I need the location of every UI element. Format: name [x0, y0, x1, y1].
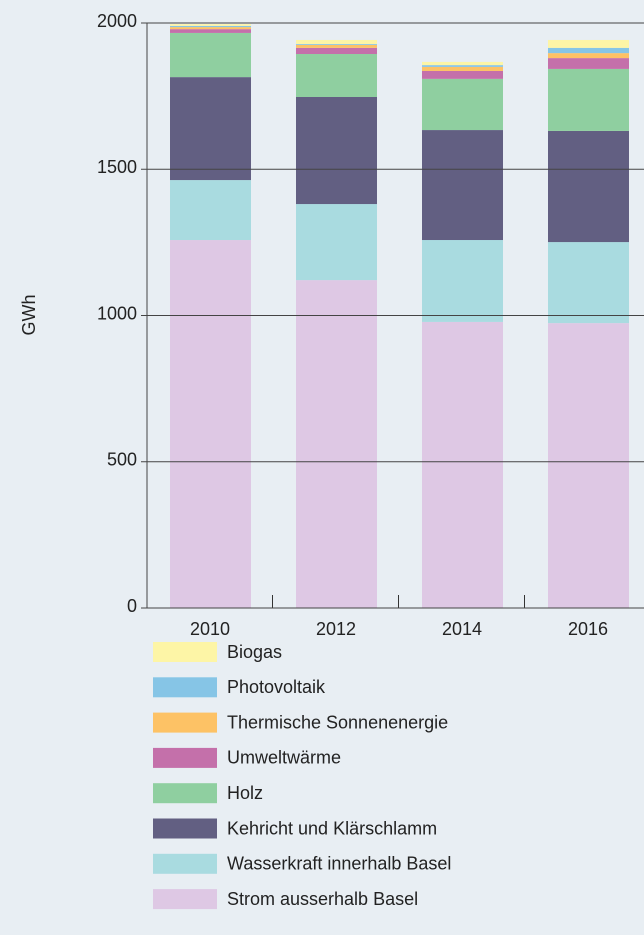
- legend-label: Wasserkraft innerhalb Basel: [227, 854, 451, 874]
- bar-segment: [422, 240, 503, 322]
- bar-segment: [170, 32, 251, 78]
- bar-segment: [170, 77, 251, 181]
- legend-label: Umweltwärme: [227, 748, 341, 768]
- bar-segment: [296, 47, 377, 55]
- bar-segment: [296, 44, 377, 45]
- bar-segment: [548, 130, 629, 243]
- bar-segment: [548, 47, 629, 54]
- bar-segment: [422, 130, 503, 241]
- bar-segment: [170, 27, 251, 30]
- bar-segment: [296, 44, 377, 48]
- bar-segment: [296, 97, 377, 205]
- x-tick-label: 2014: [442, 619, 482, 639]
- bar-segment: [170, 25, 251, 28]
- legend-swatch: [153, 783, 217, 804]
- legend-label: Photovoltaik: [227, 677, 326, 697]
- bar-segment: [422, 70, 503, 79]
- legend-swatch: [153, 853, 217, 874]
- y-axis-label: GWh: [19, 294, 39, 335]
- x-tick-label: 2012: [316, 619, 356, 639]
- legend-label: Biogas: [227, 642, 282, 662]
- bar-segment: [548, 39, 629, 48]
- bar-segment: [548, 58, 629, 69]
- legend-swatch: [153, 747, 217, 768]
- bar-segment: [548, 323, 629, 608]
- legend-label: Kehricht und Klärschlamm: [227, 818, 437, 838]
- bar-segment: [170, 29, 251, 33]
- bar-segment: [296, 280, 377, 608]
- bar-segment: [422, 66, 503, 71]
- bar-segment: [296, 39, 377, 45]
- y-tick-label: 0: [127, 596, 137, 616]
- y-tick-label: 500: [107, 450, 137, 470]
- legend-swatch: [153, 712, 217, 733]
- bar-segment: [422, 61, 503, 66]
- bar-segment: [170, 24, 251, 26]
- bar-segment: [548, 53, 629, 59]
- x-tick-label: 2016: [568, 619, 608, 639]
- legend-swatch: [153, 818, 217, 839]
- y-tick-label: 1500: [97, 157, 137, 177]
- bar-segment: [422, 65, 503, 67]
- legend-label: Holz: [227, 783, 263, 803]
- bar-segment: [548, 68, 629, 131]
- legend-swatch: [153, 677, 217, 698]
- y-tick-label: 1000: [97, 303, 137, 323]
- legend-swatch: [153, 642, 217, 662]
- y-tick-label: 2000: [97, 11, 137, 31]
- legend-label: Strom ausserhalb Basel: [227, 889, 418, 909]
- bar-segment: [548, 242, 629, 324]
- bar-segment: [170, 180, 251, 241]
- bar-segment: [422, 321, 503, 608]
- legend-swatch: [153, 889, 217, 910]
- bar-segment: [422, 78, 503, 131]
- bar-segment: [296, 204, 377, 281]
- legend-label: Thermische Sonnenenergie: [227, 712, 448, 732]
- x-tick-label: 2010: [190, 619, 230, 639]
- bar-segment: [296, 54, 377, 98]
- bar-segment: [170, 240, 251, 608]
